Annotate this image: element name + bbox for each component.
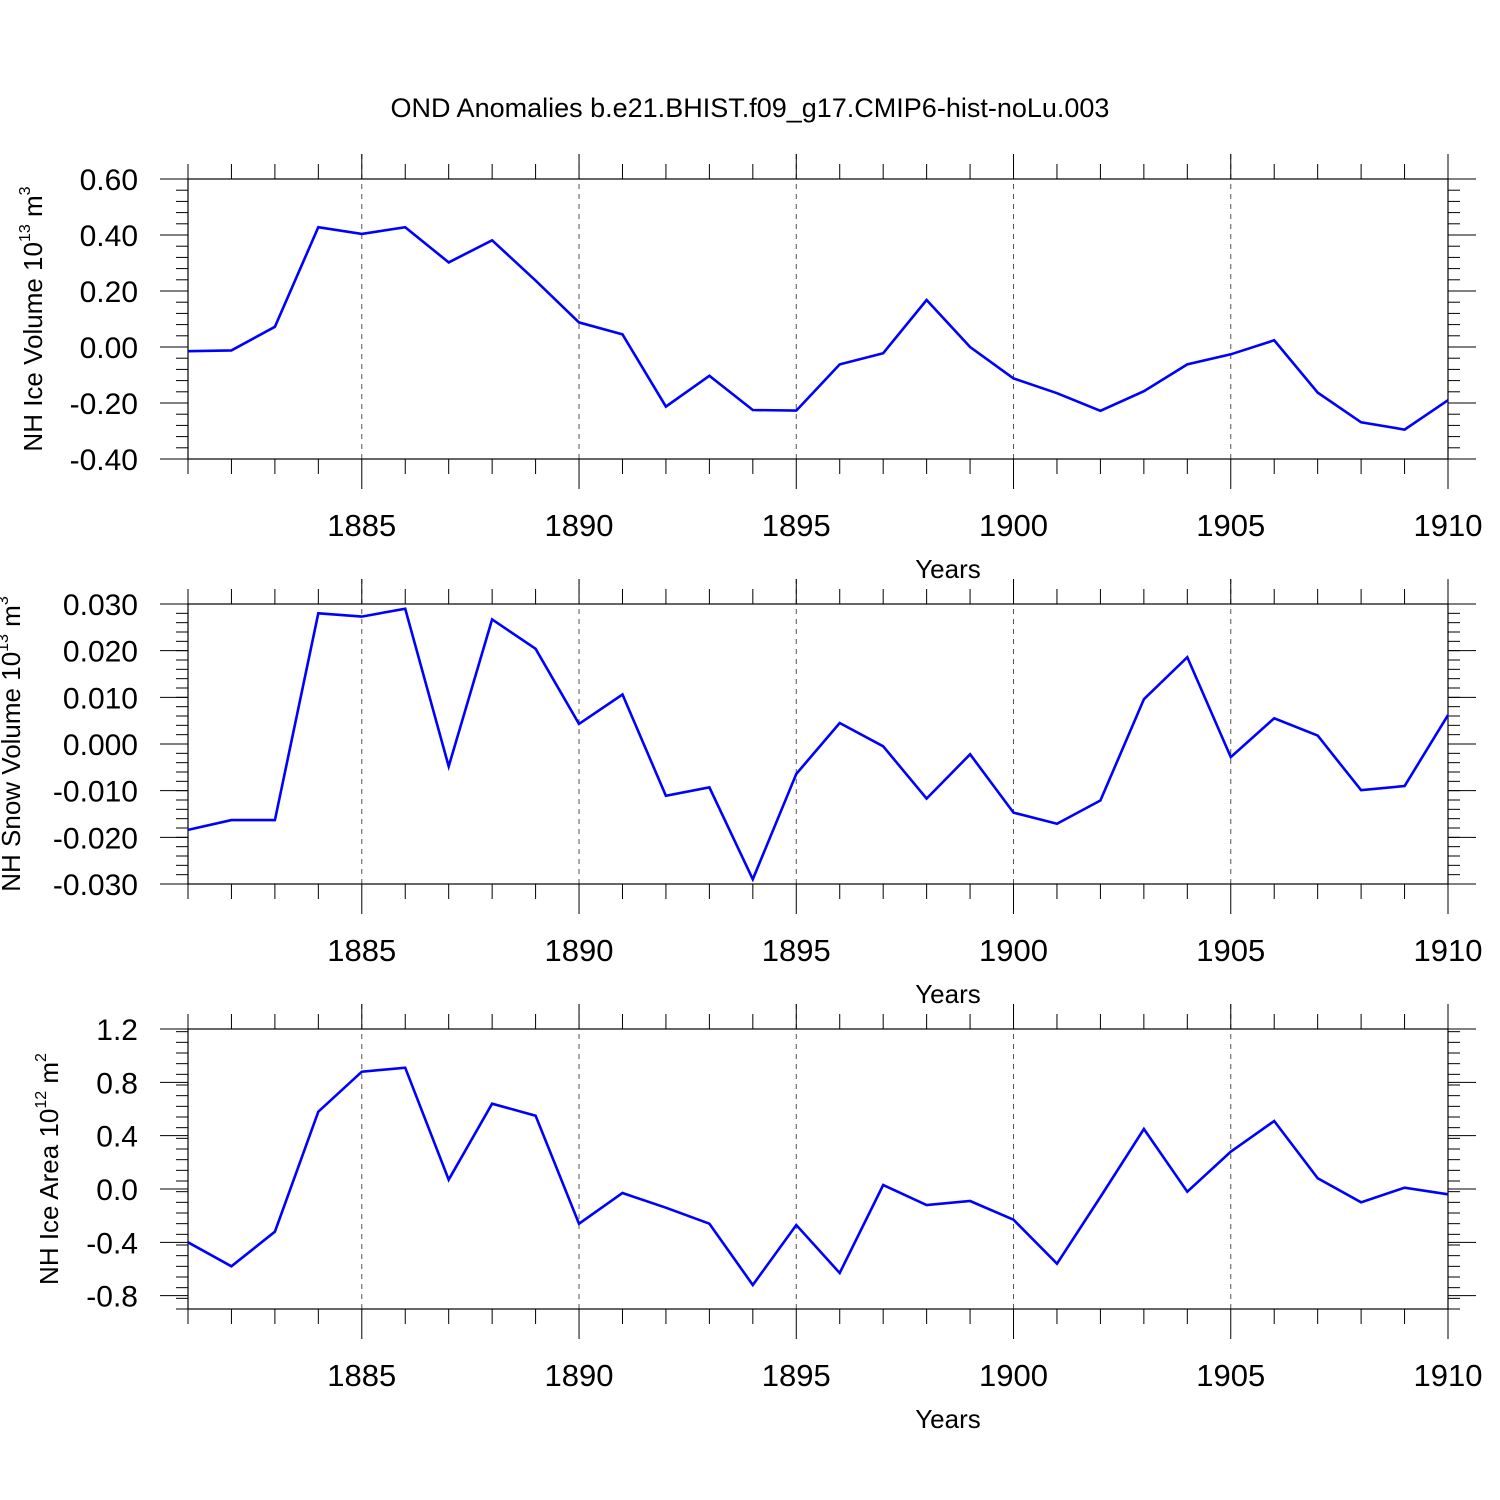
y-tick-label: 0.010 xyxy=(63,682,138,715)
x-tick-label: 1895 xyxy=(762,933,831,968)
panel-2: 1885 1890 1895 1900 1905 1910 Years -0.030 -0.02… xyxy=(0,579,1482,1009)
x-tick-label: 1900 xyxy=(979,933,1048,968)
x-tick-label: 1895 xyxy=(762,508,831,543)
x-tick-label: 1900 xyxy=(979,508,1048,543)
y-tick-label: 0.40 xyxy=(80,220,138,253)
y-tick-label: 0.8 xyxy=(96,1067,138,1100)
x-tick-label: 1910 xyxy=(1414,1358,1483,1393)
series-line xyxy=(187,225,1449,431)
x-axis-label: Years xyxy=(915,1404,981,1434)
series-line xyxy=(187,1066,1449,1288)
x-tick-label: 1905 xyxy=(1196,1358,1265,1393)
y-tick-label: 0.000 xyxy=(63,729,138,762)
y-axis-label: NH Ice Volume 1013 m3 xyxy=(17,186,48,451)
x-tick-label: 1905 xyxy=(1196,508,1265,543)
x-tick-label: 1910 xyxy=(1414,508,1483,543)
plot-frame xyxy=(187,178,1449,460)
x-tick-label: 1910 xyxy=(1414,933,1483,968)
x-tick-label: 1885 xyxy=(327,933,396,968)
x-axis-label: Years xyxy=(915,979,981,1009)
y-tick-label: -0.030 xyxy=(53,869,138,902)
panel-3: 1885 1890 1895 1900 1905 1910 Years -0.8 -0.4 0.0… xyxy=(33,1004,1482,1434)
y-tick-label: 0.4 xyxy=(96,1121,138,1154)
y-tick-label: -0.020 xyxy=(53,822,138,855)
y-tick-label: 0.20 xyxy=(80,276,138,309)
x-tick-label: 1890 xyxy=(545,1358,614,1393)
y-tick-label: 0.020 xyxy=(63,636,138,669)
y-tick-label: -0.20 xyxy=(70,388,138,421)
x-tick-label: 1885 xyxy=(327,1358,396,1393)
plot-frame xyxy=(187,603,1449,885)
y-axis-label: NH Snow Volume 1013 m3 xyxy=(0,596,26,892)
x-tick-label: 1890 xyxy=(545,933,614,968)
plot-frame xyxy=(187,1028,1449,1310)
x-tick-label: 1900 xyxy=(979,1358,1048,1393)
y-tick-label: 0.60 xyxy=(80,164,138,197)
y-axis-label: NH Ice Area 1012 m2 xyxy=(33,1053,64,1285)
x-tick-label: 1885 xyxy=(327,508,396,543)
panel-1: 1885 1890 1895 1900 1905 1910 Years -0.40 -0.20 0… xyxy=(17,154,1482,584)
y-tick-label: -0.010 xyxy=(53,776,138,809)
x-tick-label: 1890 xyxy=(545,508,614,543)
y-tick-label: 0.00 xyxy=(80,332,138,365)
x-axis-label: Years xyxy=(915,554,981,584)
y-tick-label: -0.4 xyxy=(86,1227,138,1260)
y-tick-label: 0.0 xyxy=(96,1174,138,1207)
y-tick-label: 0.030 xyxy=(63,589,138,622)
y-tick-label: -0.8 xyxy=(86,1281,138,1314)
x-tick-label: 1895 xyxy=(762,1358,831,1393)
y-tick-label: 1.2 xyxy=(96,1014,138,1047)
chart-title: OND Anomalies b.e21.BHIST.f09_g17.CMIP6-… xyxy=(391,93,1110,123)
x-tick-label: 1905 xyxy=(1196,933,1265,968)
y-tick-label: -0.40 xyxy=(70,444,138,477)
series-line xyxy=(187,607,1450,883)
